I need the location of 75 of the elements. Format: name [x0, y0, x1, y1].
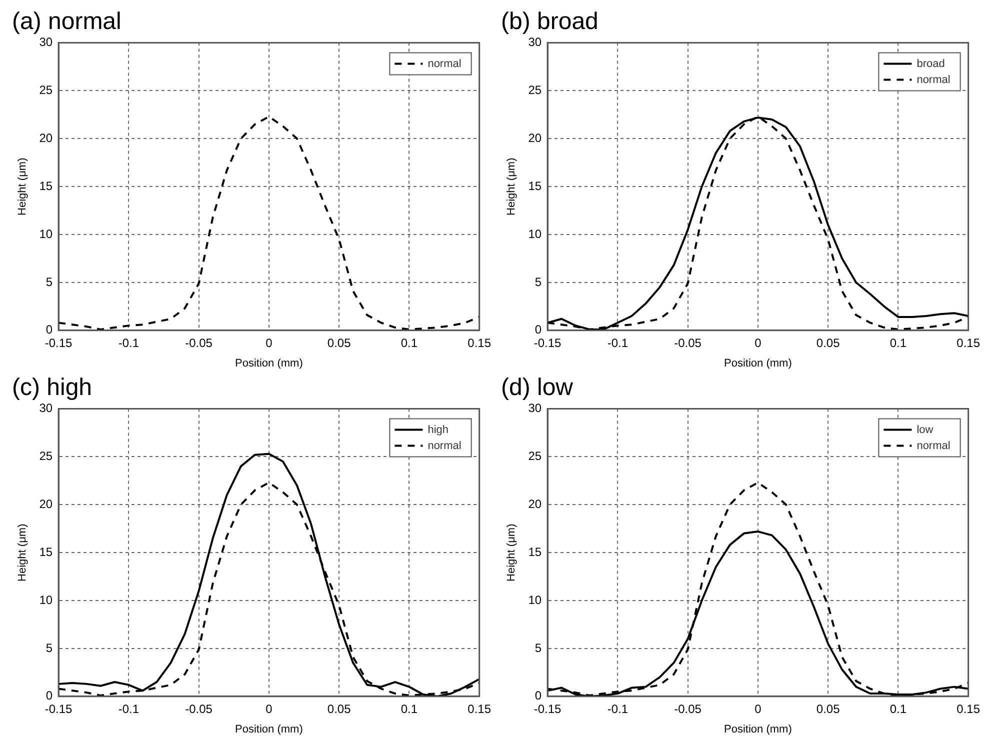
x-tick-label: 0 — [266, 336, 273, 350]
y-tick-label: 5 — [534, 640, 542, 655]
x-tick-label: -0.05 — [185, 336, 213, 350]
y-tick-label: 0 — [534, 322, 542, 337]
x-axis-title: Position (mm) — [724, 357, 792, 370]
x-tick-label: -0.05 — [674, 702, 702, 716]
x-tick-label: 0 — [754, 336, 762, 350]
x-axis-title: Position (mm) — [235, 723, 303, 736]
y-tick-label: 20 — [528, 130, 542, 145]
x-tick-label: -0.1 — [118, 702, 140, 716]
y-tick-label: 25 — [528, 83, 542, 98]
x-tick-label: 0.05 — [816, 702, 840, 716]
x-tick-label: 0.15 — [956, 336, 980, 350]
x-tick-label: -0.05 — [674, 336, 702, 350]
x-tick-label: -0.1 — [118, 336, 140, 350]
x-tick-label: 0 — [266, 702, 273, 716]
x-tick-label: 0.05 — [816, 336, 840, 350]
chart-title: (a) normal — [12, 8, 122, 36]
y-axis-title: Height (μm) — [16, 524, 29, 582]
y-tick-label: 5 — [46, 640, 53, 655]
x-axis-title: Position (mm) — [235, 357, 303, 370]
y-tick-label: 15 — [528, 178, 542, 193]
chart-title: (b) broad — [501, 8, 598, 36]
x-tick-label: 0.15 — [956, 702, 980, 716]
y-tick-label: 10 — [528, 592, 542, 607]
y-tick-label: 15 — [528, 544, 542, 559]
legend-label: low — [916, 424, 934, 436]
legend-label: high — [428, 424, 448, 436]
y-tick-label: 5 — [534, 274, 542, 289]
legend-label: normal — [916, 440, 950, 452]
y-tick-label: 30 — [528, 35, 542, 50]
x-tick-label: -0.1 — [607, 336, 628, 350]
x-tick-label: 0.1 — [890, 702, 907, 716]
x-tick-label: -0.15 — [534, 336, 562, 350]
y-tick-label: 30 — [528, 401, 542, 416]
x-tick-label: -0.15 — [534, 702, 562, 716]
y-tick-label: 30 — [39, 35, 53, 50]
x-tick-label: 0.1 — [400, 336, 418, 350]
x-tick-label: 0.1 — [400, 702, 418, 716]
x-tick-label: 0.15 — [468, 702, 492, 716]
x-tick-label: -0.05 — [185, 702, 213, 716]
y-tick-label: 10 — [528, 226, 542, 241]
y-tick-label: 25 — [39, 83, 53, 98]
y-tick-label: 15 — [39, 178, 53, 193]
y-tick-label: 10 — [39, 592, 53, 607]
y-tick-label: 20 — [39, 496, 53, 511]
y-tick-label: 20 — [39, 130, 53, 145]
x-tick-label: 0.1 — [890, 336, 907, 350]
x-axis-title: Position (mm) — [724, 723, 792, 736]
y-tick-label: 20 — [528, 496, 542, 511]
y-tick-label: 5 — [46, 274, 53, 289]
x-tick-label: -0.1 — [607, 702, 628, 716]
y-tick-label: 10 — [39, 226, 53, 241]
legend-label: broad — [916, 58, 945, 70]
y-tick-label: 30 — [39, 401, 53, 416]
x-tick-label: 0.05 — [327, 702, 352, 716]
x-tick-label: -0.15 — [44, 702, 73, 716]
legend-label: normal — [916, 74, 950, 86]
y-axis-title: Height (μm) — [506, 158, 518, 216]
y-tick-label: 25 — [39, 449, 53, 464]
legend-label: normal — [428, 440, 462, 452]
chart-title: (d) low — [501, 374, 574, 402]
y-tick-label: 25 — [528, 449, 542, 464]
y-tick-label: 0 — [46, 322, 53, 337]
y-tick-label: 0 — [46, 688, 53, 703]
x-tick-label: -0.15 — [44, 336, 73, 350]
y-axis-title: Height (μm) — [506, 524, 518, 582]
x-tick-label: 0.05 — [327, 336, 352, 350]
y-tick-label: 15 — [39, 544, 53, 559]
x-tick-label: 0.15 — [468, 336, 492, 350]
y-axis-title: Height (μm) — [16, 158, 29, 216]
chart-title: (c) high — [12, 374, 92, 402]
x-tick-label: 0 — [754, 702, 762, 716]
y-tick-label: 0 — [534, 688, 542, 703]
legend-label: normal — [428, 58, 462, 70]
